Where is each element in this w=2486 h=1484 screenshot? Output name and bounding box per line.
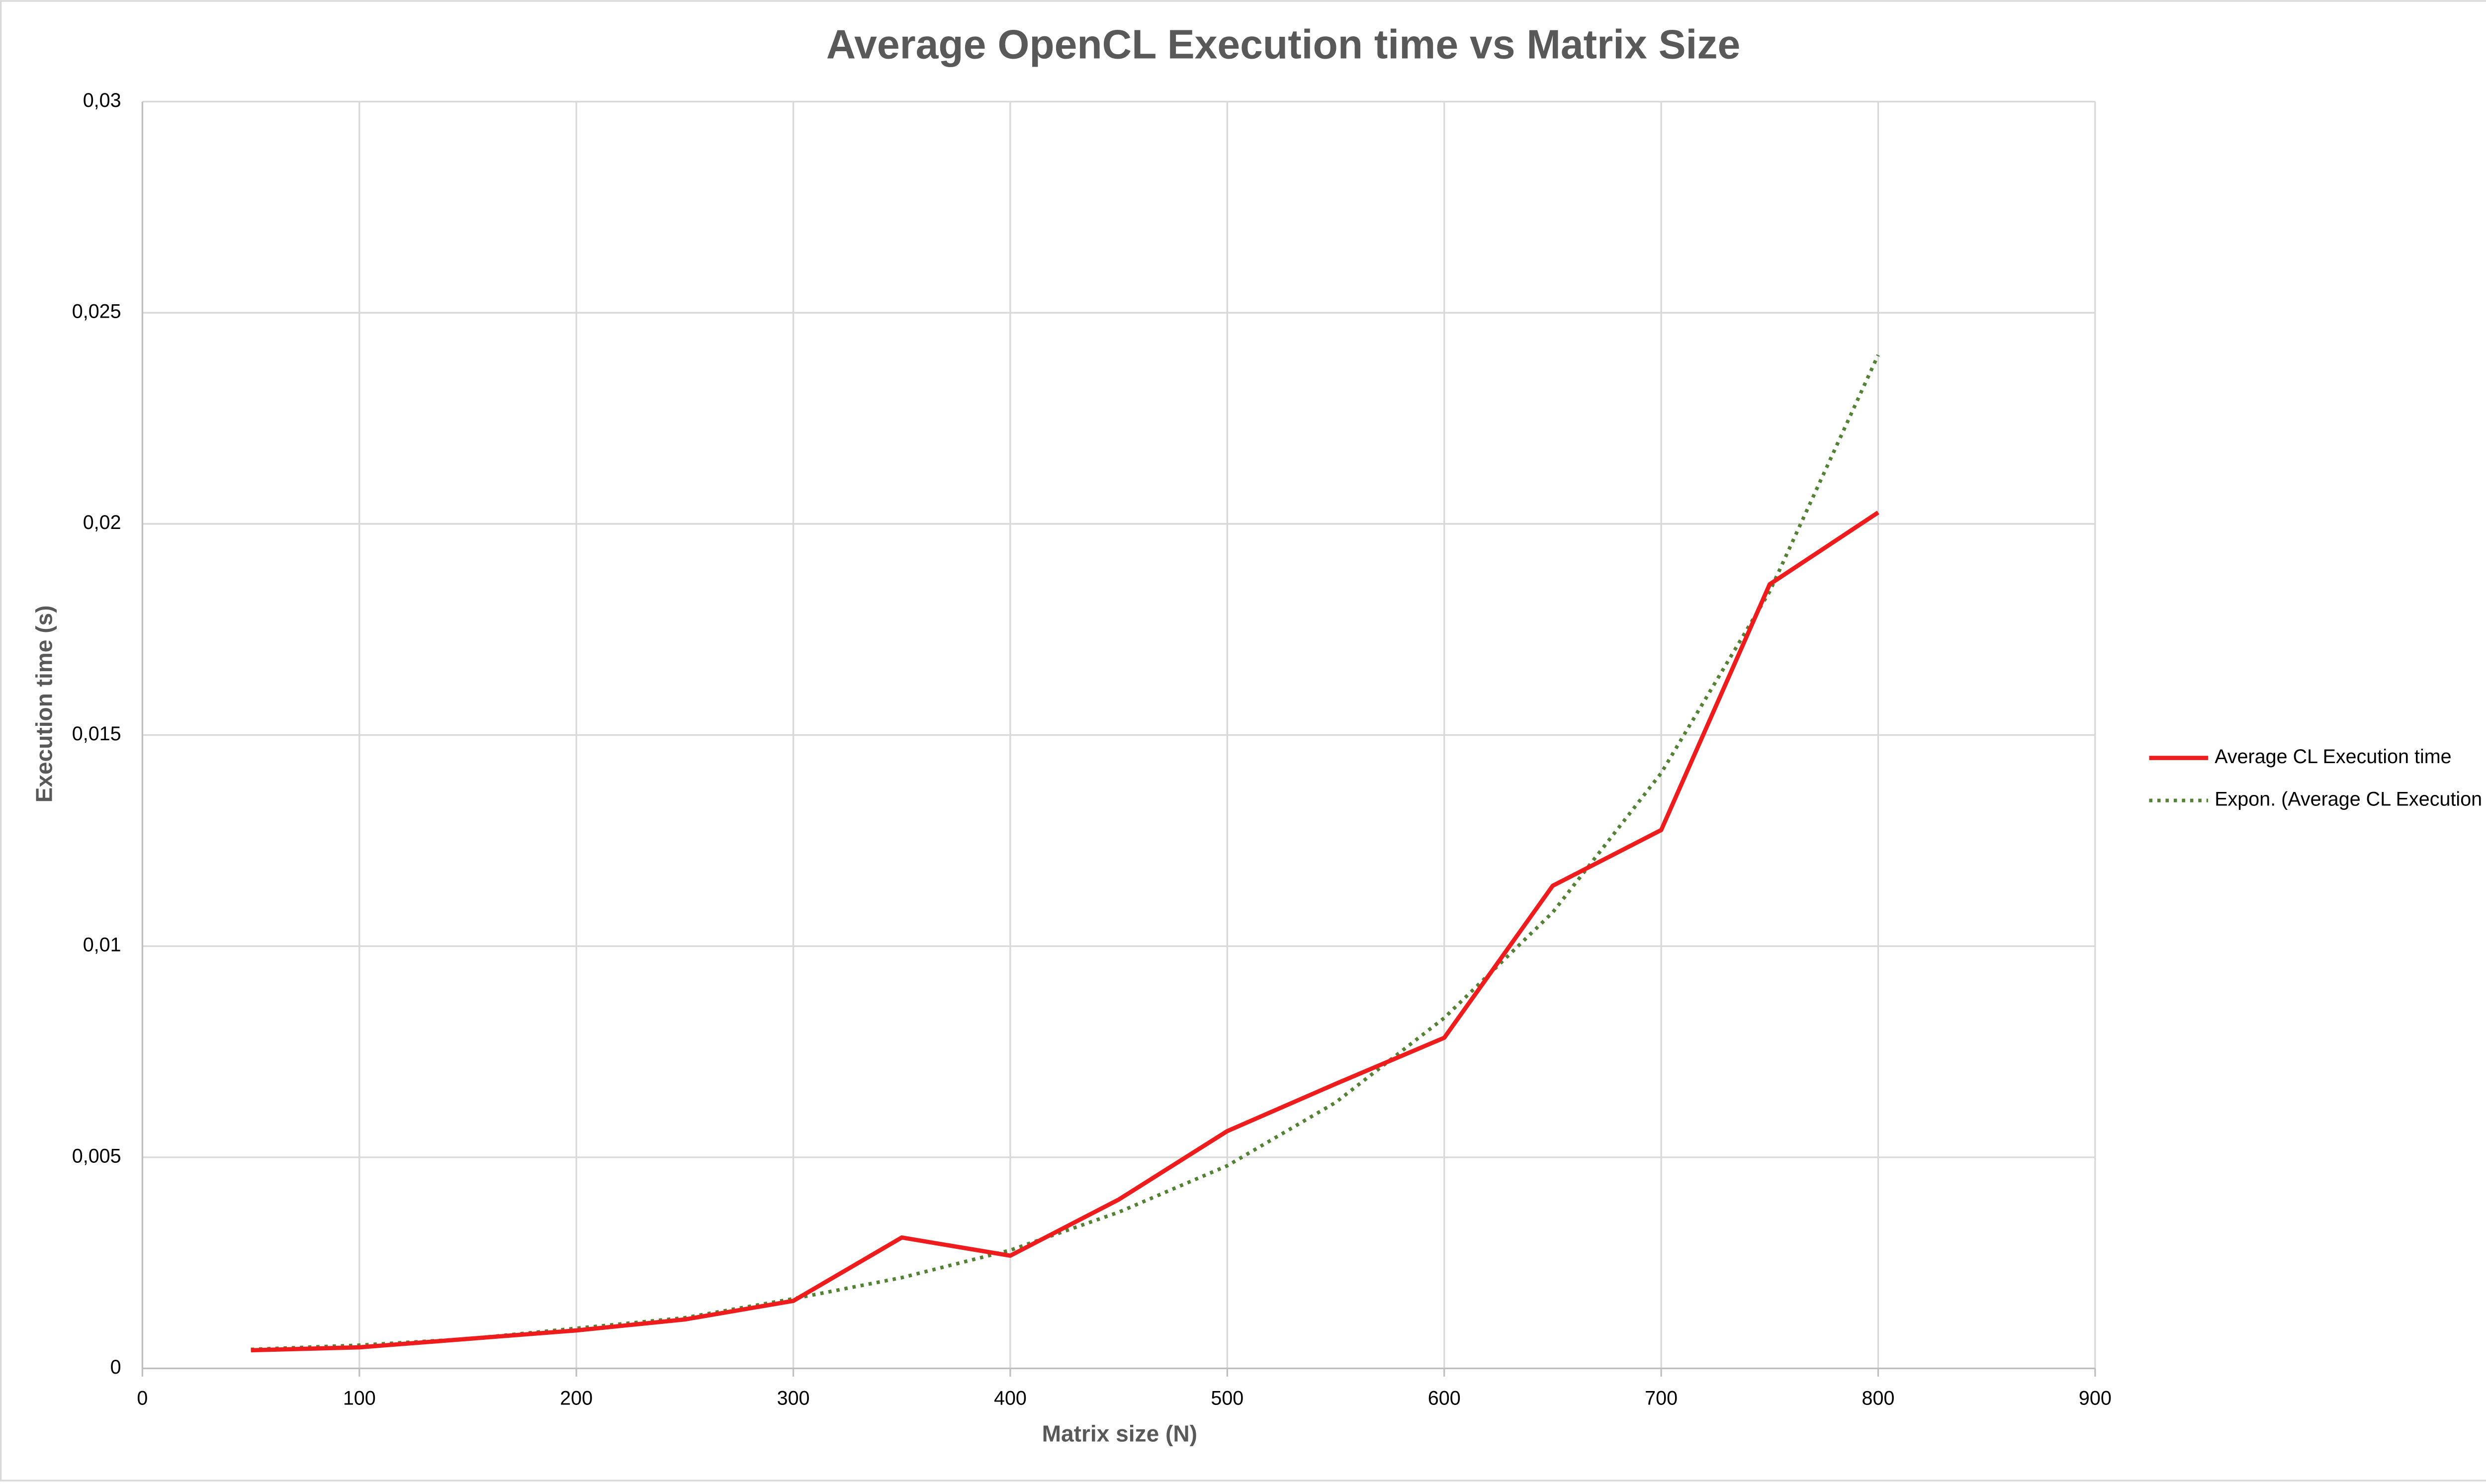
x-tick-label: 800: [1862, 1388, 1895, 1409]
y-axis-label: Execution time (s): [31, 605, 57, 802]
x-tick-label: 300: [777, 1388, 810, 1409]
y-tick-label: 0,025: [72, 301, 121, 323]
x-tick-label: 100: [343, 1388, 376, 1409]
chart-title: Average OpenCL Execution time vs Matrix …: [826, 22, 1741, 68]
y-tick-label: 0,03: [83, 89, 121, 111]
x-tick-label: 500: [1211, 1388, 1243, 1409]
x-tick-label: 200: [560, 1388, 593, 1409]
x-tick-label: 400: [994, 1388, 1027, 1409]
y-tick-label: 0,005: [72, 1145, 121, 1167]
y-tick-label: 0,02: [83, 512, 121, 533]
legend-label: Average CL Execution time: [2215, 746, 2451, 768]
y-tick-label: 0: [110, 1356, 121, 1378]
legend-label: Expon. (Average CL Execution time): [2215, 788, 2486, 810]
series-line: [251, 511, 1879, 1353]
x-tick-label: 900: [2079, 1388, 2112, 1409]
x-tick-label: 600: [1428, 1388, 1461, 1409]
x-tick-label: 700: [1645, 1388, 1678, 1409]
x-axis-label: Matrix size (N): [1042, 1421, 1197, 1447]
y-tick-label: 0,01: [83, 934, 121, 956]
x-tick-label: 0: [137, 1388, 148, 1409]
y-tick-label: 0,015: [72, 723, 121, 745]
